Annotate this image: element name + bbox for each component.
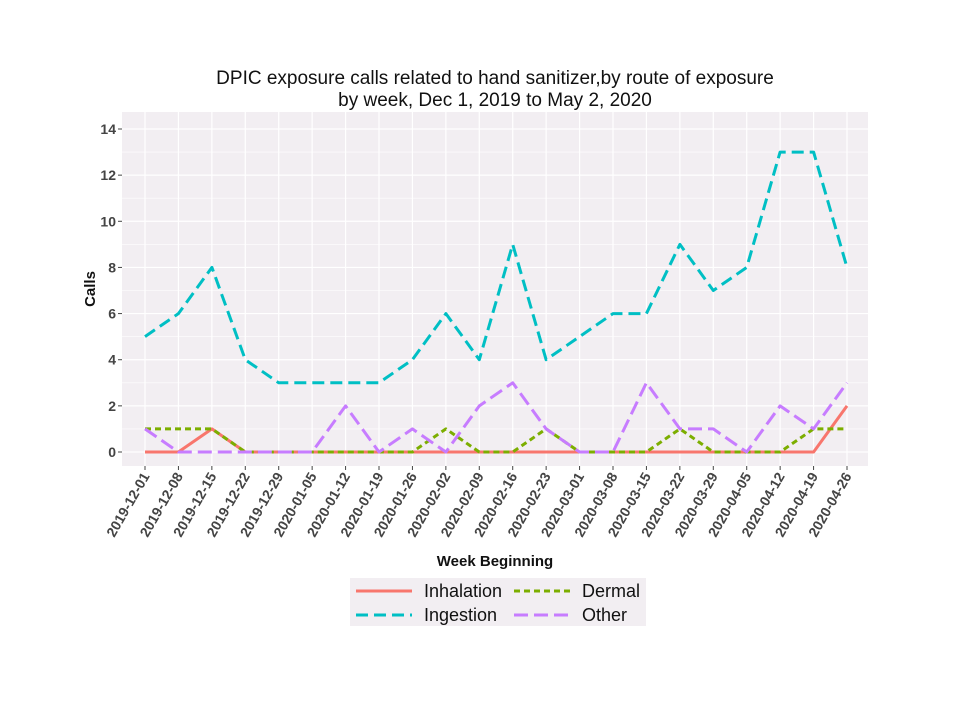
y-axis-title: Calls [82, 271, 99, 307]
legend-label-dermal: Dermal [582, 581, 640, 601]
gridlines [122, 112, 868, 466]
y-tick-label: 6 [108, 306, 116, 322]
y-tick-label: 14 [100, 121, 116, 137]
legend-box [350, 578, 646, 626]
y-tick-label: 2 [108, 398, 116, 414]
chart-title-line-2: by week, Dec 1, 2019 to May 2, 2020 [338, 90, 652, 111]
legend: Inhalation Ingestion Dermal Other [350, 578, 646, 626]
y-tick-label: 12 [100, 167, 116, 183]
legend-label-ingestion: Ingestion [424, 605, 497, 625]
series-lines [144, 150, 849, 454]
series-line-other [144, 381, 849, 454]
legend-label-other: Other [582, 605, 627, 625]
series-line-ingestion [144, 150, 849, 385]
y-tick-label: 4 [108, 352, 116, 368]
plot-panel [122, 112, 868, 466]
y-tick-label: 0 [108, 444, 116, 460]
legend-label-inhalation: Inhalation [424, 581, 502, 601]
chart-title-line-1: DPIC exposure calls related to hand sani… [216, 68, 774, 89]
y-tick-label: 8 [108, 259, 116, 275]
y-tick-label: 10 [100, 213, 116, 229]
x-axis-title: Week Beginning [437, 553, 553, 570]
